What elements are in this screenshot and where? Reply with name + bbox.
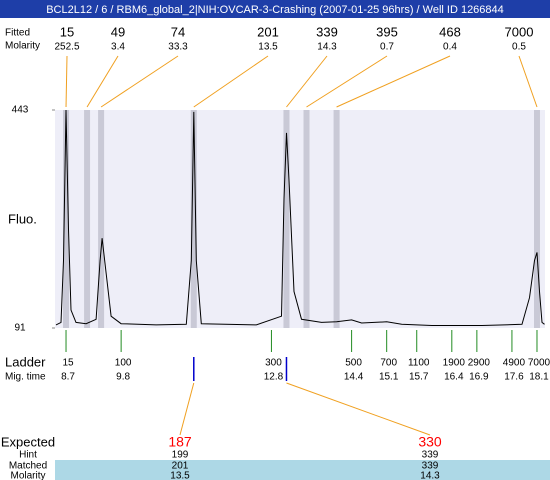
row-label: Molarity [5,41,40,52]
matched-molarity: 13.5 [170,471,190,480]
ladder-mig-time: 15.1 [379,372,399,383]
peak-band [283,110,290,328]
ladder-mig-time: 15.7 [409,372,429,383]
ladder-mig-time: 18.1 [529,372,549,383]
matched-molarity: 14.3 [420,471,440,480]
peak-size: 7000 [505,24,534,39]
peak-band [333,110,340,328]
peak-leader [336,55,451,108]
peak-band [98,110,105,328]
matched-size: 201 [172,461,189,472]
ladder-size: 7000 [528,358,550,369]
peak-size: 339 [316,24,338,39]
expected-size: 330 [418,434,442,450]
peak-molarity: 0.7 [380,42,394,53]
row-label: Fitted [5,28,30,39]
peak-leader [193,55,269,108]
peak-molarity: 252.5 [54,42,79,53]
ladder-size: 700 [380,358,397,369]
peak-leader [306,55,388,108]
peak-molarity: 3.4 [111,42,125,53]
peak-band [533,110,540,328]
peak-molarity: 33.3 [168,42,188,53]
peak-band [190,110,197,328]
ladder-size: 4900 [503,358,526,369]
peak-molarity: 14.3 [317,42,337,53]
ladder-size: 1900 [443,358,466,369]
peak-size: 15 [60,24,74,39]
peak-size: 201 [257,24,279,39]
ladder-mig-time: 14.4 [344,372,364,383]
ladder-mig-time: 9.8 [116,372,130,383]
match-leader [286,382,431,436]
title-bar [0,0,550,18]
ladder-size: 500 [345,358,362,369]
ladder-mig-time: 8.7 [61,372,75,383]
ladder-mig-time: 16.4 [444,372,464,383]
y-tick-label: 443 [12,105,29,116]
ladder-mig-time: 17.6 [504,372,524,383]
hint-size: 199 [172,450,189,461]
row-label: Expected [1,434,55,449]
peak-molarity: 13.5 [258,42,278,53]
row-label: Ladder [5,354,46,369]
plot-area [55,110,545,328]
row-label: Mig. time [5,372,46,383]
peak-band [303,110,310,328]
peak-size: 74 [171,24,185,39]
peak-molarity: 0.5 [512,42,526,53]
peak-size: 468 [439,24,461,39]
ladder-size: 100 [115,358,132,369]
peak-band [63,110,70,328]
row-label: Matched [9,461,47,472]
peak-band [84,110,91,328]
match-leader [179,382,195,436]
peak-leader [286,55,328,108]
ladder-mig-time: 16.9 [469,372,489,383]
y-axis-label: Fluo. [8,211,37,226]
row-bg [55,471,550,480]
row-label: Molarity [10,471,45,480]
ladder-size: 15 [62,358,74,369]
chart-title: BCL2L12 / 6 / RBM6_global_2|NIH:OVCAR-3-… [46,4,504,16]
peak-molarity: 0.4 [443,42,457,53]
peak-size: 49 [111,24,125,39]
trace [55,109,545,326]
peak-leader [100,55,179,108]
hint-size: 339 [422,450,439,461]
peak-leader [518,55,538,108]
y-tick-label: 91 [14,323,26,334]
peak-size: 395 [376,24,398,39]
ladder-mig-time: 12.8 [264,372,284,383]
row-label: Hint [19,450,37,461]
peak-leader [65,55,68,108]
peak-leader [86,55,119,108]
row-bg [55,460,550,471]
matched-size: 339 [422,461,439,472]
ladder-size: 300 [265,358,282,369]
expected-size: 187 [168,434,192,450]
ladder-size: 1100 [408,358,430,369]
ladder-size: 2900 [468,358,491,369]
